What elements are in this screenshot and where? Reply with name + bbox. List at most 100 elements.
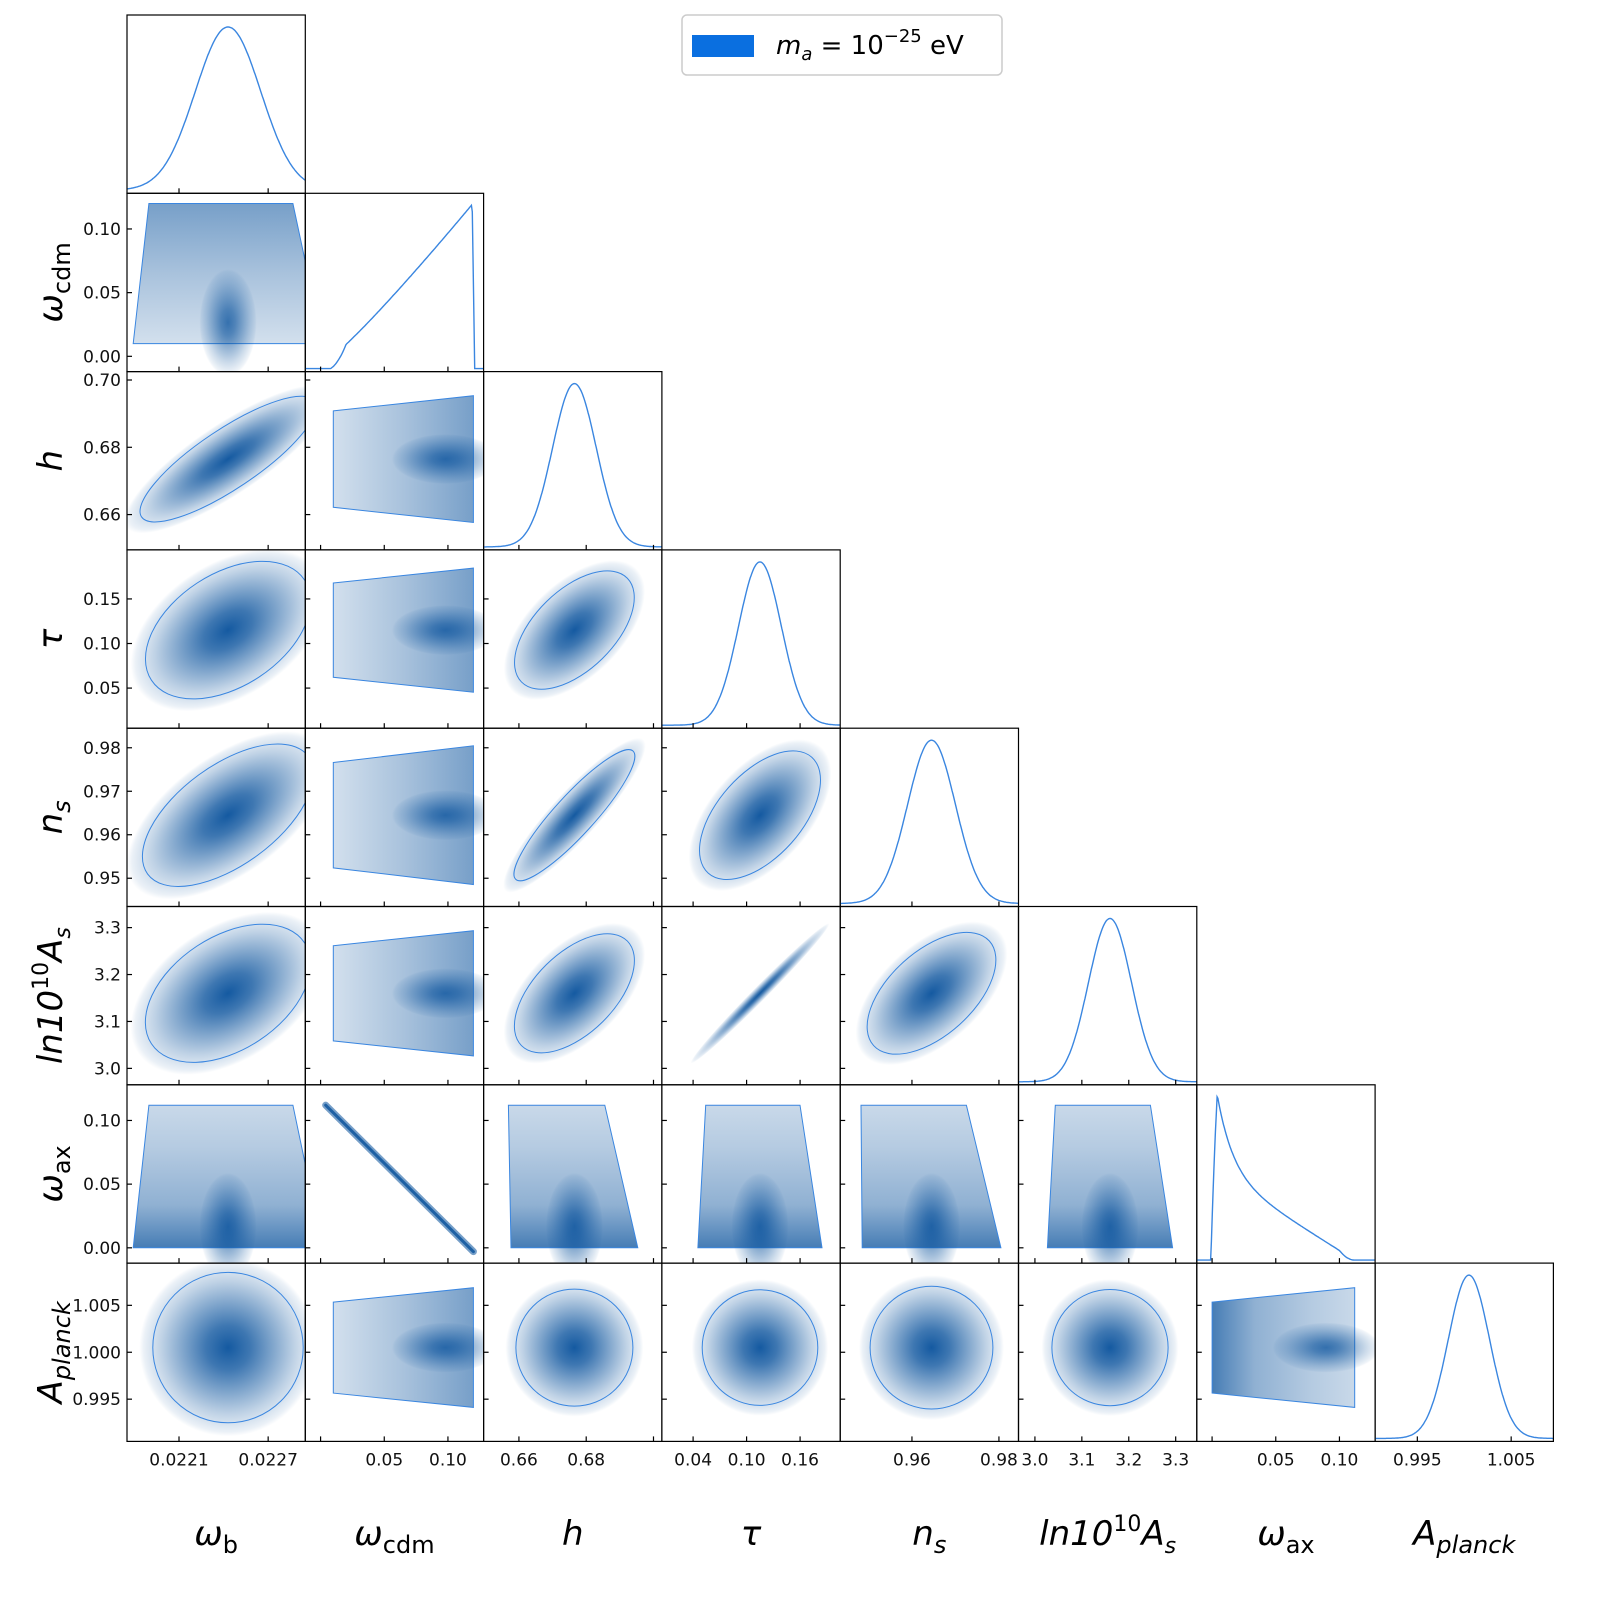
contour-95 xyxy=(515,1288,634,1407)
y-axis-label-tau: τ xyxy=(31,628,71,649)
contour-95 xyxy=(1051,1288,1169,1407)
panel-Ap-vs-Ap xyxy=(1374,1262,1554,1442)
density-core xyxy=(324,1103,475,1254)
axis-labels: 0.00 0.05 0.10 0.66 0.68 0.70 0.05 0.10 0.15 0.95… xyxy=(29,220,1536,1559)
panel-ns-vs-ns xyxy=(839,727,1020,908)
panel-tau-vs-tau xyxy=(661,549,841,729)
contour-95 xyxy=(514,570,635,690)
y-tick-label: 0.05 xyxy=(83,1175,121,1195)
y-tick-label: 0.10 xyxy=(83,635,121,655)
y-tick-label: 0.95 xyxy=(83,869,121,889)
density-blob xyxy=(130,549,306,712)
panel-h-vs-h xyxy=(483,371,663,551)
panel-wax-vs-tau xyxy=(661,1084,841,1264)
marginal-h xyxy=(483,382,662,548)
panel-tau-vs-wcdm xyxy=(304,549,485,729)
y-tick-label: 0.05 xyxy=(83,284,121,304)
density-blob xyxy=(503,737,646,893)
y-tick-label: 0.68 xyxy=(83,438,121,458)
x-axis-label-wax: ωax xyxy=(1257,1514,1314,1559)
y-axis-label-wax: ωax xyxy=(31,1145,76,1202)
y-tick-label: 0.995 xyxy=(72,1390,121,1410)
panel-h-vs-wcdm xyxy=(304,371,485,551)
panel-Ap-vs-wax xyxy=(1196,1262,1376,1442)
panels xyxy=(126,14,1554,1442)
x-tick-label: 0.995 xyxy=(1393,1450,1442,1470)
y-axis-label-wcdm: ωcdm xyxy=(31,242,76,322)
panel-Ap-vs-As xyxy=(1017,1262,1198,1442)
panel-As-vs-h xyxy=(483,905,663,1086)
marginal-wb xyxy=(127,26,306,190)
panel-frame xyxy=(1374,1262,1554,1442)
x-tick-label: 0.10 xyxy=(429,1450,467,1470)
x-axis-label-h: h xyxy=(562,1514,584,1554)
density-core xyxy=(391,605,484,656)
x-tick-label: 0.0221 xyxy=(149,1450,208,1470)
panel-wcdm-vs-wcdm xyxy=(304,192,485,373)
density-core xyxy=(199,1172,257,1264)
x-tick-label: 1.005 xyxy=(1487,1450,1536,1470)
panel-As-vs-wcdm xyxy=(304,905,485,1086)
marginal-Ap xyxy=(1375,1274,1554,1440)
legend: ma = 10−25 eV xyxy=(681,14,1003,76)
density-core xyxy=(391,434,484,485)
x-tick-label: 0.96 xyxy=(893,1450,931,1470)
y-axis-label-h: h xyxy=(31,450,71,472)
panel-wax-vs-As xyxy=(1017,1084,1198,1264)
y-tick-label: 0.00 xyxy=(83,347,121,367)
panel-frame xyxy=(1017,905,1198,1086)
density-blob xyxy=(691,1279,829,1416)
legend-swatch xyxy=(692,35,754,57)
x-axis-label-Ap: Aplanck xyxy=(1411,1514,1516,1559)
panel-frame xyxy=(1196,1084,1376,1264)
density-blob xyxy=(503,560,646,700)
y-tick-label: 0.10 xyxy=(83,1111,121,1131)
y-tick-label: 0.66 xyxy=(83,506,121,526)
panel-ns-vs-wb xyxy=(126,727,306,908)
panel-wax-vs-h xyxy=(483,1084,663,1264)
density-blob xyxy=(690,923,830,1064)
x-axis-label-wcdm: ωcdm xyxy=(354,1514,434,1559)
panel-As-vs-wb xyxy=(126,905,306,1086)
x-tick-label: 0.66 xyxy=(500,1450,538,1470)
contour-95 xyxy=(141,743,306,887)
marginal-wcdm xyxy=(305,203,484,370)
y-axis-label-As: ln1010As xyxy=(29,927,76,1064)
density-blob xyxy=(127,731,306,900)
x-tick-label: 0.98 xyxy=(980,1450,1018,1470)
x-tick-label: 0.16 xyxy=(781,1450,819,1470)
legend-label: ma = 10−25 eV xyxy=(776,26,964,65)
panel-Ap-vs-tau xyxy=(661,1262,841,1442)
y-tick-label: 0.05 xyxy=(83,679,121,699)
density-core xyxy=(545,1172,603,1264)
panel-As-vs-tau xyxy=(661,905,841,1086)
density-core xyxy=(1272,1322,1376,1373)
y-tick-label: 3.2 xyxy=(94,966,121,986)
y-tick-label: 1.005 xyxy=(72,1296,121,1316)
panel-Ap-vs-wb xyxy=(126,1262,306,1442)
density-core xyxy=(391,968,484,1019)
panel-tau-vs-h xyxy=(483,549,663,729)
density-core xyxy=(1081,1172,1139,1264)
y-tick-label: 0.70 xyxy=(83,371,121,391)
density-blob xyxy=(127,384,306,534)
density-core xyxy=(391,790,484,841)
x-axis-label-ns: ns xyxy=(912,1514,946,1559)
panel-wax-vs-ns xyxy=(839,1084,1020,1264)
panel-ns-vs-tau xyxy=(661,727,841,908)
x-tick-label: 0.05 xyxy=(1257,1450,1295,1470)
x-tick-label: 3.2 xyxy=(1115,1450,1142,1470)
y-axis-label-ns: ns xyxy=(31,800,76,834)
legend-frame xyxy=(681,14,1003,76)
x-axis-label-As: ln1010As xyxy=(1039,1512,1176,1559)
y-axis-label-Ap: Aplanck xyxy=(31,1300,76,1405)
y-tick-label: 0.96 xyxy=(83,826,121,846)
x-tick-label: 0.04 xyxy=(674,1450,712,1470)
contour-95 xyxy=(152,1271,304,1424)
panel-As-vs-As xyxy=(1017,905,1198,1086)
x-tick-label: 0.10 xyxy=(728,1450,766,1470)
panel-frame xyxy=(839,727,1020,908)
density-core xyxy=(731,1172,789,1264)
y-tick-label: 0.00 xyxy=(83,1239,121,1259)
